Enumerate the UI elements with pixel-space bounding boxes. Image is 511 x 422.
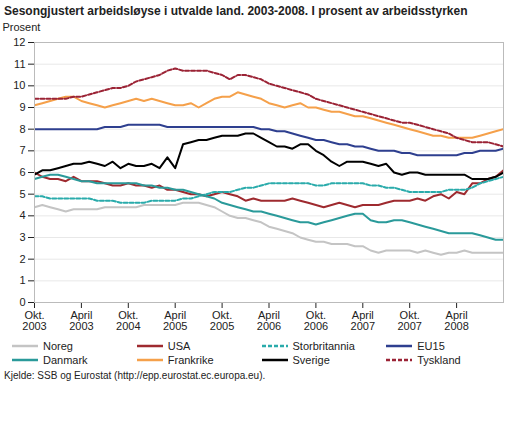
html-text:Sverige: Sverige (292, 354, 330, 366)
svg-text:7: 7 (19, 144, 25, 156)
html-text:Tyskland: Tyskland (417, 354, 461, 366)
svg-text:0: 0 (19, 296, 25, 308)
html-text:Storbritannia: Storbritannia (292, 340, 355, 352)
svg-text:9: 9 (19, 101, 25, 113)
html-text:Noreg: Noreg (43, 340, 73, 352)
html-text:EU15: EU15 (417, 340, 445, 352)
html-text:Sesongjustert arbeidsløyse i u: Sesongjustert arbeidsløyse i utvalde lan… (4, 4, 468, 18)
svg-text:12: 12 (13, 36, 25, 48)
svg-text:April2008: April2008 (444, 309, 468, 332)
svg-text:April2006: April2006 (257, 309, 281, 332)
html-text:Danmark: Danmark (43, 354, 88, 366)
svg-text:3: 3 (19, 231, 25, 243)
svg-text:April2007: April2007 (351, 309, 375, 332)
svg-text:6: 6 (19, 166, 25, 178)
svg-text:8: 8 (19, 123, 25, 135)
svg-text:April2003: April2003 (69, 309, 93, 332)
svg-text:2: 2 (19, 253, 25, 265)
svg-text:11: 11 (14, 58, 25, 70)
svg-text:Okt.2004: Okt.2004 (116, 309, 140, 332)
svg-text:April2005: April2005 (163, 309, 187, 332)
svg-text:Okt.2007: Okt.2007 (397, 309, 421, 332)
svg-text:10: 10 (13, 79, 25, 91)
html-text:Frankrike: Frankrike (167, 354, 214, 366)
html-text:USA: USA (167, 340, 191, 352)
svg-text:4: 4 (19, 209, 25, 221)
html-text:Kjelde: SSB og Eurostat (http:: Kjelde: SSB og Eurostat (http://epp.euro… (4, 370, 266, 381)
svg-text:Okt.2005: Okt.2005 (210, 309, 234, 332)
svg-text:5: 5 (19, 188, 25, 200)
svg-text:1: 1 (19, 274, 25, 286)
svg-text:Okt.2003: Okt.2003 (22, 309, 46, 332)
svg-text:Prosent: Prosent (3, 21, 41, 33)
svg-text:Okt.2006: Okt.2006 (304, 309, 328, 332)
